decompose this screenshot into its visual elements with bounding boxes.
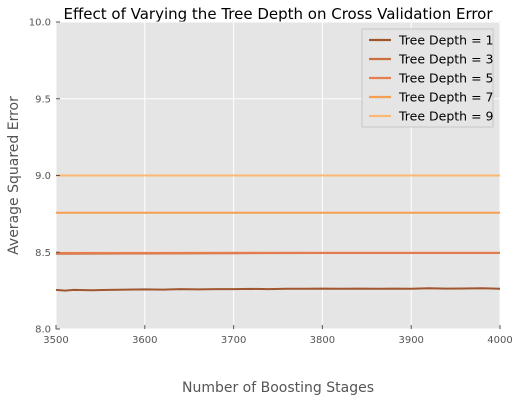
- legend-label: Tree Depth = 9: [398, 109, 494, 124]
- legend-items: Tree Depth = 1 Tree Depth = 3 Tree Depth =…: [369, 33, 494, 124]
- y-axis-label: Average Squared Error: [6, 96, 22, 255]
- y-axis-ticks: 8.0 8.5 9.0 9.5 10.0: [29, 18, 60, 336]
- x-tick-label: 3600: [132, 335, 157, 346]
- x-axis-label: Number of Boosting Stages: [182, 380, 374, 396]
- series-lines: [55, 174, 501, 292]
- legend-label: Tree Depth = 1: [398, 33, 493, 48]
- chart-title: Effect of Varying the Tree Depth on Cros…: [63, 5, 493, 23]
- legend: Tree Depth = 1 Tree Depth = 3 Tree Depth =…: [361, 28, 494, 128]
- y-tick-label: 9.5: [35, 94, 51, 105]
- legend-label: Tree Depth = 5: [398, 71, 493, 86]
- x-tick-label: 3700: [221, 335, 246, 346]
- x-tick-label: 3500: [43, 335, 68, 346]
- legend-label: Tree Depth = 7: [398, 90, 493, 105]
- x-axis-ticks: 3500 3600 3700 3800 3900 4000: [43, 325, 513, 346]
- y-tick-label: 8.0: [35, 325, 51, 336]
- legend-label: Tree Depth = 3: [398, 52, 493, 67]
- y-tick-label: 9.0: [35, 171, 51, 182]
- y-tick-label: 10.0: [29, 18, 51, 29]
- x-tick-label: 3900: [398, 335, 423, 346]
- x-tick-label: 3800: [310, 335, 335, 346]
- x-tick-label: 4000: [487, 335, 512, 346]
- series-line-depth-1: [55, 287, 501, 292]
- y-tick-label: 8.5: [35, 248, 51, 259]
